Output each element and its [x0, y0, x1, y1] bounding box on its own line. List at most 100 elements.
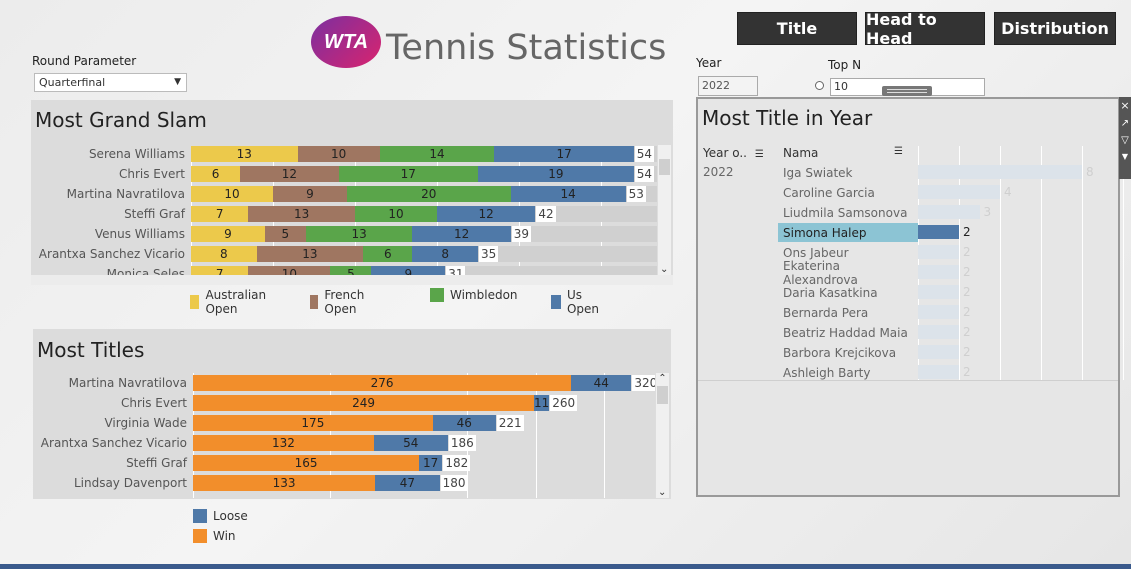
bar-segment[interactable]: 8	[412, 246, 478, 262]
player-name-cell[interactable]: Daria Kasatkina	[783, 285, 878, 300]
title-count-bar[interactable]	[918, 305, 959, 319]
legend-item[interactable]: Win	[193, 529, 236, 543]
loose-bar[interactable]: 17	[419, 455, 443, 471]
win-bar[interactable]: 133	[193, 475, 376, 491]
bar-segment[interactable]: 12	[412, 226, 511, 242]
bar-segment[interactable]: 13	[191, 146, 298, 162]
title-count-bar[interactable]	[918, 265, 959, 279]
chevron-up-icon[interactable]: ⌃	[658, 373, 667, 384]
player-name-cell[interactable]: Bernarda Pera	[783, 305, 869, 320]
title-count-bar[interactable]	[918, 225, 959, 239]
sort-icon[interactable]: ☰	[754, 149, 764, 160]
title-count-bar[interactable]	[918, 325, 959, 339]
loose-bar[interactable]: 47	[375, 475, 440, 491]
page-title: Tennis Statistics	[386, 28, 667, 68]
player-name-cell[interactable]: Simona Halep	[778, 223, 918, 242]
grid-line	[1082, 146, 1083, 380]
sort-icon[interactable]: ☰	[894, 146, 903, 157]
grand-slam-scrollbar[interactable]: ⌄	[657, 145, 671, 275]
top-n-radio[interactable]	[815, 81, 824, 90]
scroll-thumb[interactable]	[657, 386, 668, 404]
bar-segment[interactable]: 17	[494, 146, 634, 162]
win-bar[interactable]: 165	[193, 455, 420, 471]
title-count-bar[interactable]	[918, 185, 1000, 199]
player-name-cell[interactable]: Beatriz Haddad Maia	[783, 325, 908, 340]
player-name-cell[interactable]: Iga Swiatek	[783, 165, 853, 180]
bar-segment[interactable]: 19	[478, 166, 634, 182]
title-count-label: 2	[963, 365, 971, 379]
year-field[interactable]: 2022	[698, 76, 758, 96]
bar-segment[interactable]: 12	[240, 166, 339, 182]
chevron-down-icon[interactable]: ⌄	[660, 264, 669, 275]
titles-scrollbar[interactable]: ⌃ ⌄	[655, 373, 669, 498]
grid-line	[1041, 146, 1042, 380]
player-name-cell[interactable]: Caroline Garcia	[783, 185, 875, 200]
loose-bar[interactable]: 44	[571, 375, 632, 391]
title-nav-button[interactable]: Title	[737, 12, 857, 45]
legend-item[interactable]: French Open	[310, 288, 370, 316]
year-cell: 2022	[703, 165, 734, 179]
bar-segment[interactable]: 14	[379, 146, 495, 162]
bar-segment[interactable]: 10	[191, 186, 273, 202]
more-options-icon[interactable]: ▼	[1121, 152, 1129, 161]
bar-segment[interactable]: 6	[363, 246, 413, 262]
year-panel	[696, 97, 1120, 497]
bar-segment[interactable]: 12	[437, 206, 536, 222]
filter-icon[interactable]: ▽	[1121, 135, 1129, 146]
title-count-label: 4	[1004, 185, 1012, 199]
bar-segment[interactable]: 13	[305, 226, 413, 242]
legend-swatch	[190, 295, 200, 309]
loose-bar[interactable]: 54	[373, 435, 448, 451]
bar-segment[interactable]: 9	[191, 226, 265, 242]
legend-item[interactable]: Loose	[193, 509, 248, 523]
win-bar[interactable]: 132	[193, 435, 374, 451]
bar-total-label: 221	[496, 415, 524, 431]
win-bar[interactable]: 276	[193, 375, 572, 391]
player-name-cell[interactable]: Barbora Krejcikova	[783, 345, 897, 360]
name-column-label: Nama	[783, 146, 819, 160]
player-name-cell[interactable]: Liudmila Samsonova	[783, 205, 908, 220]
title-count-bar[interactable]	[918, 245, 959, 259]
bar-segment[interactable]: 14	[510, 186, 626, 202]
year-column-header[interactable]: Year o.. ☰	[703, 146, 764, 160]
player-name-cell[interactable]: Ons Jabeur	[783, 245, 849, 260]
loose-bar[interactable]: 11	[534, 395, 550, 411]
title-count-bar[interactable]	[918, 345, 959, 359]
bar-segment[interactable]: 13	[248, 206, 355, 222]
title-count-bar[interactable]	[918, 365, 959, 379]
legend-item[interactable]: Us Open	[551, 288, 603, 316]
scroll-thumb[interactable]	[659, 159, 670, 175]
title-count-label: 2	[963, 265, 971, 279]
player-name-cell[interactable]: Ekaterina Alexandrova	[783, 258, 858, 287]
row-label: Arantxa Sanchez Vicario	[38, 247, 185, 261]
bar-segment[interactable]: 9	[273, 186, 347, 202]
legend-item[interactable]: Wimbledon	[430, 288, 518, 302]
chevron-down-icon[interactable]: ⌄	[658, 487, 667, 498]
bar-segment[interactable]: 10	[355, 206, 437, 222]
name-column-header[interactable]: Nama ☰	[783, 146, 903, 160]
title-count-bar[interactable]	[918, 165, 1082, 179]
bar-segment[interactable]: 13	[256, 246, 364, 262]
loose-bar[interactable]: 46	[432, 415, 496, 431]
legend-item[interactable]: Australian Open	[190, 288, 271, 316]
title-count-bar[interactable]	[918, 205, 980, 219]
win-bar[interactable]: 249	[193, 395, 535, 411]
bar-segment[interactable]: 20	[346, 186, 511, 202]
round-parameter-select[interactable]: Quarterfinal ▼	[34, 73, 187, 92]
drag-handle[interactable]	[882, 86, 932, 96]
close-icon[interactable]: ×	[1120, 99, 1130, 112]
expand-icon[interactable]: ↗	[1120, 118, 1130, 129]
head-to-head-nav-button[interactable]: Head to Head	[865, 10, 985, 48]
bar-segment[interactable]: 17	[338, 166, 478, 182]
bar-segment[interactable]: 8	[191, 246, 257, 262]
row-label: Martina Navratilova	[68, 376, 187, 390]
distribution-nav-button[interactable]: Distribution	[994, 12, 1116, 45]
bar-segment[interactable]: 7	[191, 206, 249, 222]
legend-label: Wimbledon	[450, 288, 518, 302]
bar-segment[interactable]: 6	[191, 166, 241, 182]
bar-segment[interactable]: 5	[264, 226, 306, 242]
title-count-bar[interactable]	[918, 285, 959, 299]
bar-segment[interactable]: 10	[297, 146, 380, 162]
player-name-cell[interactable]: Ashleigh Barty	[783, 365, 871, 380]
win-bar[interactable]: 175	[193, 415, 433, 431]
